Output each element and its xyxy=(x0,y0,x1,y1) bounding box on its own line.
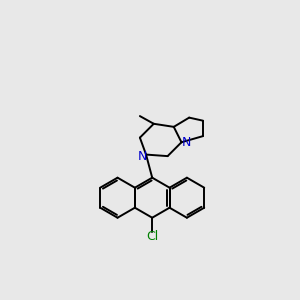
Text: N: N xyxy=(137,150,147,163)
Text: N: N xyxy=(182,136,191,149)
Text: Cl: Cl xyxy=(146,230,158,244)
